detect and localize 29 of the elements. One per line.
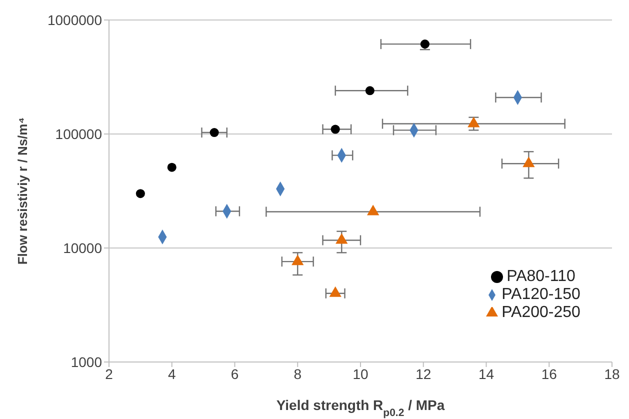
- y-tick-label: 10000: [63, 240, 102, 256]
- point: [365, 86, 374, 96]
- point: [420, 40, 430, 49]
- point: [330, 124, 340, 134]
- point: [210, 128, 219, 138]
- y-tick-label: 1000000: [47, 12, 102, 28]
- x-tick-label: 4: [168, 366, 176, 382]
- y-tick-label: 1000: [70, 354, 102, 370]
- point: [329, 286, 342, 297]
- x-tick-label: 8: [294, 366, 302, 382]
- point: [167, 162, 176, 172]
- x-tick-label: 2: [105, 366, 114, 382]
- point: [366, 204, 380, 216]
- x-tick-label: 12: [416, 366, 432, 382]
- x-tick-label: 16: [541, 366, 558, 382]
- y-axis-title: Flow resistiviy r / Ns/m⁴: [15, 117, 30, 265]
- x-tick-label: 6: [230, 366, 239, 382]
- point: [336, 233, 348, 244]
- legend-label: PA200-250: [502, 304, 580, 321]
- x-tick-label: 18: [604, 366, 620, 382]
- legend-label: PA80-110: [506, 268, 576, 285]
- y-tick-label: 100000: [55, 126, 102, 142]
- legend-label: PA120-150: [502, 286, 580, 303]
- x-tick-label: 14: [478, 366, 494, 382]
- point: [136, 189, 145, 198]
- x-tick-label: 10: [352, 366, 368, 382]
- point: [522, 156, 535, 168]
- point: [292, 254, 304, 266]
- x-axis-title: Yield strength R$_{p0.2}$ / MPa: [276, 397, 445, 419]
